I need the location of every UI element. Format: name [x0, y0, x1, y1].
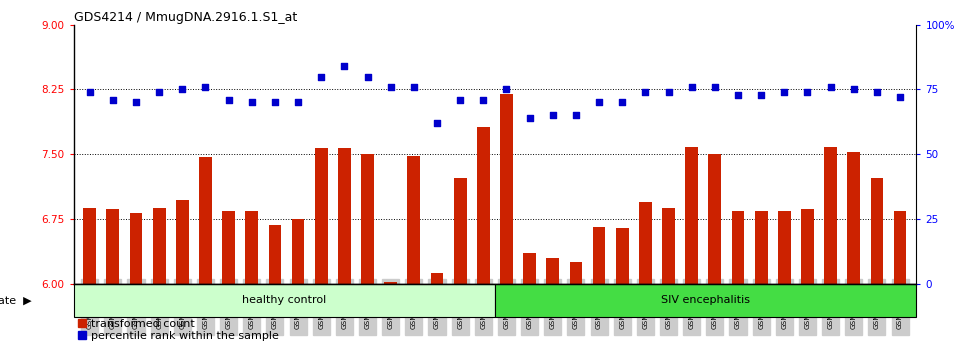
Bar — [778, 211, 791, 284]
Point — [268, 99, 283, 105]
Point — [406, 84, 421, 90]
Bar — [176, 200, 189, 284]
Point — [383, 84, 399, 90]
Bar — [709, 154, 721, 284]
Point — [453, 97, 468, 103]
Point — [545, 113, 561, 118]
Bar — [129, 213, 142, 284]
Point — [82, 89, 98, 95]
Text: disease state  ▶: disease state ▶ — [0, 295, 31, 305]
Point — [614, 99, 630, 105]
Bar — [408, 156, 420, 284]
Point — [174, 87, 190, 92]
Bar — [477, 127, 490, 284]
Point — [776, 89, 792, 95]
Bar — [615, 228, 628, 284]
Point — [591, 99, 607, 105]
Bar — [639, 201, 652, 284]
Point — [336, 63, 352, 69]
Bar — [593, 228, 606, 284]
Point — [800, 89, 815, 95]
Point — [823, 84, 839, 90]
Bar — [685, 147, 698, 284]
Bar — [315, 148, 327, 284]
Bar — [523, 253, 536, 284]
Point — [429, 120, 445, 126]
Point — [499, 87, 514, 92]
Point — [105, 97, 121, 103]
Bar — [454, 178, 466, 284]
Point — [244, 99, 260, 105]
Bar — [547, 258, 560, 284]
Point — [892, 95, 907, 100]
Bar — [222, 211, 235, 284]
Point — [684, 84, 700, 90]
Bar — [83, 208, 96, 284]
Point — [151, 89, 167, 95]
Bar — [732, 211, 745, 284]
Bar — [848, 153, 860, 284]
Bar — [107, 209, 120, 284]
Bar — [384, 282, 397, 284]
Bar — [662, 208, 675, 284]
Point — [360, 74, 375, 79]
Bar — [338, 148, 351, 284]
Bar — [500, 94, 513, 284]
Point — [730, 92, 746, 97]
Bar — [824, 147, 837, 284]
Point — [290, 99, 306, 105]
Bar — [153, 208, 166, 284]
Point — [198, 84, 214, 90]
Bar — [801, 209, 813, 284]
Text: GDS4214 / MmugDNA.2916.1.S1_at: GDS4214 / MmugDNA.2916.1.S1_at — [74, 11, 297, 24]
Bar — [430, 273, 443, 284]
Point — [568, 113, 584, 118]
Bar — [362, 154, 374, 284]
Point — [707, 84, 722, 90]
Bar — [894, 211, 906, 284]
Point — [521, 115, 537, 121]
Bar — [245, 211, 258, 284]
Point — [128, 99, 144, 105]
Bar — [870, 178, 883, 284]
Bar — [292, 219, 305, 284]
Text: healthy control: healthy control — [242, 295, 326, 305]
Bar — [74, 284, 495, 317]
Point — [661, 89, 676, 95]
Bar — [755, 211, 767, 284]
Point — [314, 74, 329, 79]
Point — [869, 89, 885, 95]
Point — [754, 92, 769, 97]
Legend: transformed count, percentile rank within the sample: transformed count, percentile rank withi… — [79, 319, 279, 341]
Point — [220, 97, 236, 103]
Bar — [569, 262, 582, 284]
Point — [475, 97, 491, 103]
Bar — [269, 225, 281, 284]
Point — [846, 87, 861, 92]
Text: SIV encephalitis: SIV encephalitis — [662, 295, 750, 305]
Bar — [495, 284, 916, 317]
Bar — [199, 157, 212, 284]
Point — [638, 89, 654, 95]
